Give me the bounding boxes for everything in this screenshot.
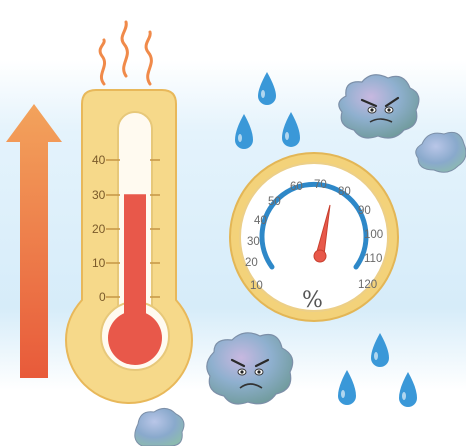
dial-unit-symbol: % xyxy=(302,288,323,313)
dial-needle xyxy=(313,204,331,263)
dial-label-90: 90 xyxy=(358,205,371,217)
angry-mold-cloud-icon xyxy=(206,332,294,405)
dial-label-70: 70 xyxy=(314,179,327,191)
thermometer: 40 30 20 10 0 xyxy=(64,89,194,404)
dial-label-20: 20 xyxy=(245,257,258,269)
angry-mold-cloud-icon xyxy=(338,74,420,139)
dial-label-30: 30 xyxy=(247,236,260,248)
dial-label-50: 50 xyxy=(268,196,281,208)
hygrometer: 10 20 30 40 50 60 70 80 90 100 110 120 % xyxy=(229,152,399,322)
thermo-label-10: 10 xyxy=(92,256,106,270)
mercury-bulb xyxy=(108,311,162,365)
thermo-label-40: 40 xyxy=(92,153,106,167)
heat-wave-icon xyxy=(98,20,153,86)
dial-label-100: 100 xyxy=(364,229,383,241)
dial-arc xyxy=(259,181,369,270)
dial-labels: 10 20 30 40 50 60 70 80 90 100 110 120 xyxy=(245,179,383,292)
drop-highlights xyxy=(238,90,406,400)
thermo-label-20: 20 xyxy=(92,222,106,236)
thermometer-ticks xyxy=(106,159,160,298)
dial-label-110: 110 xyxy=(364,253,382,265)
dial-label-10: 10 xyxy=(250,280,263,292)
mold-blob xyxy=(415,131,466,173)
thermo-label-0: 0 xyxy=(99,290,106,304)
dial-label-60: 60 xyxy=(290,181,303,193)
thermo-label-30: 30 xyxy=(92,188,106,202)
mold-blob xyxy=(134,408,185,446)
dial-label-40: 40 xyxy=(254,215,267,227)
dial-label-120: 120 xyxy=(358,279,377,291)
mercury-column xyxy=(124,194,146,340)
rising-arrow-icon xyxy=(6,104,62,378)
dial-label-80: 80 xyxy=(338,186,351,198)
